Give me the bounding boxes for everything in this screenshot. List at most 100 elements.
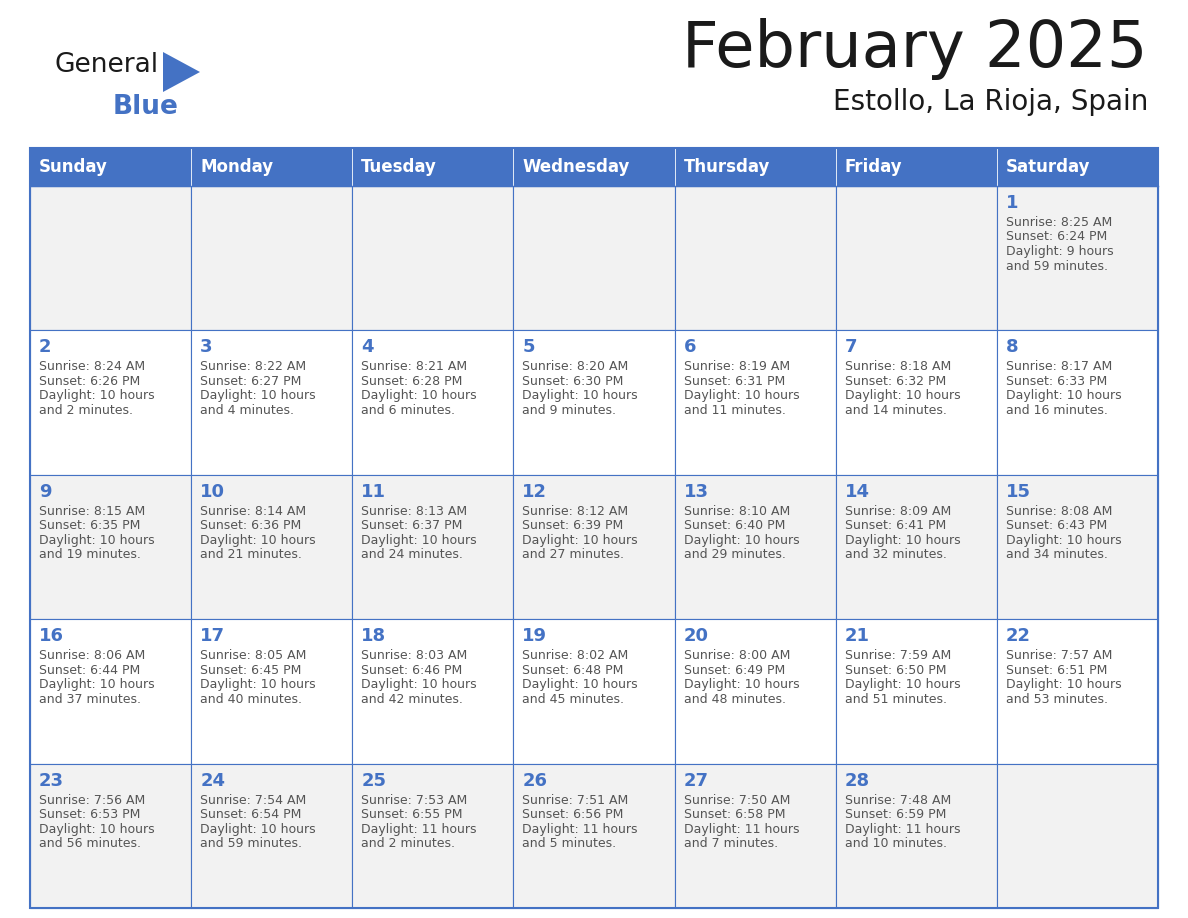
Bar <box>30 186 191 330</box>
Text: and 32 minutes.: and 32 minutes. <box>845 548 947 561</box>
Text: and 51 minutes.: and 51 minutes. <box>845 693 947 706</box>
Text: and 48 minutes.: and 48 minutes. <box>683 693 785 706</box>
Text: Sunset: 6:27 PM: Sunset: 6:27 PM <box>200 375 302 388</box>
Text: 15: 15 <box>1006 483 1031 501</box>
Text: 3: 3 <box>200 339 213 356</box>
Text: Sunset: 6:37 PM: Sunset: 6:37 PM <box>361 520 462 532</box>
Bar <box>191 148 353 186</box>
Text: Sunrise: 8:18 AM: Sunrise: 8:18 AM <box>845 361 950 374</box>
Bar <box>30 148 1158 908</box>
Text: and 27 minutes.: and 27 minutes. <box>523 548 625 561</box>
Text: Sunset: 6:45 PM: Sunset: 6:45 PM <box>200 664 302 677</box>
Text: 9: 9 <box>39 483 51 501</box>
Text: Sunset: 6:58 PM: Sunset: 6:58 PM <box>683 808 785 821</box>
Text: Sunset: 6:40 PM: Sunset: 6:40 PM <box>683 520 785 532</box>
Text: Daylight: 10 hours: Daylight: 10 hours <box>523 389 638 402</box>
Text: 4: 4 <box>361 339 374 356</box>
Bar <box>675 330 835 475</box>
Bar <box>835 186 997 330</box>
Text: Sunset: 6:53 PM: Sunset: 6:53 PM <box>39 808 140 821</box>
Text: Daylight: 10 hours: Daylight: 10 hours <box>683 533 800 547</box>
Text: Daylight: 10 hours: Daylight: 10 hours <box>1006 678 1121 691</box>
Text: Sunrise: 7:56 AM: Sunrise: 7:56 AM <box>39 793 145 807</box>
Text: Sunset: 6:39 PM: Sunset: 6:39 PM <box>523 520 624 532</box>
Bar <box>513 764 675 908</box>
Text: 10: 10 <box>200 483 226 501</box>
Text: 12: 12 <box>523 483 548 501</box>
Text: 8: 8 <box>1006 339 1018 356</box>
Bar <box>997 764 1158 908</box>
Text: Daylight: 10 hours: Daylight: 10 hours <box>39 533 154 547</box>
Text: and 6 minutes.: and 6 minutes. <box>361 404 455 417</box>
Text: Daylight: 11 hours: Daylight: 11 hours <box>683 823 800 835</box>
Text: 1: 1 <box>1006 194 1018 212</box>
Bar <box>835 148 997 186</box>
Text: Sunset: 6:31 PM: Sunset: 6:31 PM <box>683 375 785 388</box>
Bar <box>353 330 513 475</box>
Bar <box>191 330 353 475</box>
Text: Sunset: 6:59 PM: Sunset: 6:59 PM <box>845 808 946 821</box>
Text: and 9 minutes.: and 9 minutes. <box>523 404 617 417</box>
Text: Monday: Monday <box>200 158 273 176</box>
Text: and 53 minutes.: and 53 minutes. <box>1006 693 1108 706</box>
Text: Sunrise: 7:53 AM: Sunrise: 7:53 AM <box>361 793 468 807</box>
Bar <box>30 330 191 475</box>
Bar <box>675 186 835 330</box>
Text: and 11 minutes.: and 11 minutes. <box>683 404 785 417</box>
Bar <box>191 475 353 620</box>
Text: Sunset: 6:35 PM: Sunset: 6:35 PM <box>39 520 140 532</box>
Text: Sunrise: 8:09 AM: Sunrise: 8:09 AM <box>845 505 950 518</box>
Text: Estollo, La Rioja, Spain: Estollo, La Rioja, Spain <box>833 88 1148 116</box>
Bar <box>675 148 835 186</box>
Text: and 42 minutes.: and 42 minutes. <box>361 693 463 706</box>
Text: Sunset: 6:50 PM: Sunset: 6:50 PM <box>845 664 946 677</box>
Text: and 5 minutes.: and 5 minutes. <box>523 837 617 850</box>
Bar <box>997 475 1158 620</box>
Text: and 21 minutes.: and 21 minutes. <box>200 548 302 561</box>
Bar <box>835 620 997 764</box>
Bar <box>513 475 675 620</box>
Text: and 34 minutes.: and 34 minutes. <box>1006 548 1107 561</box>
Text: Daylight: 10 hours: Daylight: 10 hours <box>200 823 316 835</box>
Text: 23: 23 <box>39 772 64 789</box>
Bar <box>997 148 1158 186</box>
Bar <box>835 475 997 620</box>
Text: Sunset: 6:30 PM: Sunset: 6:30 PM <box>523 375 624 388</box>
Bar <box>353 764 513 908</box>
Text: Sunrise: 8:20 AM: Sunrise: 8:20 AM <box>523 361 628 374</box>
Bar <box>30 148 191 186</box>
Text: 16: 16 <box>39 627 64 645</box>
Text: 25: 25 <box>361 772 386 789</box>
Bar <box>353 148 513 186</box>
Text: and 4 minutes.: and 4 minutes. <box>200 404 295 417</box>
Text: 2: 2 <box>39 339 51 356</box>
Text: and 2 minutes.: and 2 minutes. <box>39 404 133 417</box>
Text: and 56 minutes.: and 56 minutes. <box>39 837 141 850</box>
Text: and 40 minutes.: and 40 minutes. <box>200 693 302 706</box>
Text: Sunrise: 8:00 AM: Sunrise: 8:00 AM <box>683 649 790 662</box>
Text: Daylight: 10 hours: Daylight: 10 hours <box>200 533 316 547</box>
Text: and 37 minutes.: and 37 minutes. <box>39 693 141 706</box>
Text: Sunrise: 8:19 AM: Sunrise: 8:19 AM <box>683 361 790 374</box>
Bar <box>835 330 997 475</box>
Text: Sunset: 6:26 PM: Sunset: 6:26 PM <box>39 375 140 388</box>
Text: 17: 17 <box>200 627 226 645</box>
Text: Thursday: Thursday <box>683 158 770 176</box>
Text: 18: 18 <box>361 627 386 645</box>
Text: and 2 minutes.: and 2 minutes. <box>361 837 455 850</box>
Text: Sunday: Sunday <box>39 158 108 176</box>
Text: 6: 6 <box>683 339 696 356</box>
Bar <box>997 620 1158 764</box>
Text: Sunset: 6:49 PM: Sunset: 6:49 PM <box>683 664 785 677</box>
Text: Sunset: 6:41 PM: Sunset: 6:41 PM <box>845 520 946 532</box>
Text: and 7 minutes.: and 7 minutes. <box>683 837 778 850</box>
Polygon shape <box>163 52 200 92</box>
Text: Sunrise: 8:22 AM: Sunrise: 8:22 AM <box>200 361 307 374</box>
Text: Sunrise: 8:13 AM: Sunrise: 8:13 AM <box>361 505 467 518</box>
Text: 28: 28 <box>845 772 870 789</box>
Text: Daylight: 11 hours: Daylight: 11 hours <box>361 823 476 835</box>
Text: 19: 19 <box>523 627 548 645</box>
Bar <box>513 620 675 764</box>
Text: Sunrise: 8:15 AM: Sunrise: 8:15 AM <box>39 505 145 518</box>
Text: Daylight: 9 hours: Daylight: 9 hours <box>1006 245 1113 258</box>
